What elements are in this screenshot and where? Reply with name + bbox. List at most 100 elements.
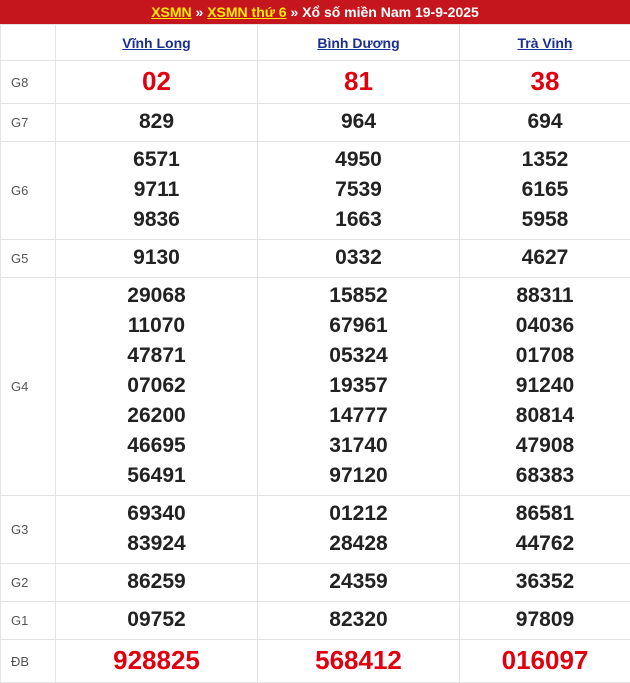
province-link[interactable]: Trà Vinh <box>518 35 573 51</box>
separator: » <box>196 4 204 20</box>
separator: » <box>290 4 298 20</box>
prize-label: G7 <box>1 104 56 142</box>
prize-cell: 97809 <box>460 602 630 640</box>
prize-cell: 928825 <box>56 640 258 683</box>
prize-number: 97809 <box>460 605 630 635</box>
prize-number: 694 <box>460 107 630 137</box>
prize-number: 02 <box>56 63 257 100</box>
prize-number: 81 <box>258 63 459 100</box>
prize-number: 67961 <box>258 311 459 341</box>
prize-number: 6165 <box>460 175 630 205</box>
prize-label: G5 <box>1 240 56 278</box>
prize-number: 9130 <box>56 243 257 273</box>
prize-cell: 81 <box>258 61 460 104</box>
prize-number: 4950 <box>258 145 459 175</box>
prize-number: 38 <box>460 63 630 100</box>
prize-cell: 694 <box>460 104 630 142</box>
prize-label: G8 <box>1 61 56 104</box>
prize-number: 26200 <box>56 401 257 431</box>
prize-label: ĐB <box>1 640 56 683</box>
prize-number: 568412 <box>258 642 459 679</box>
prize-cell: 09752 <box>56 602 258 640</box>
prize-number: 91240 <box>460 371 630 401</box>
nav-link[interactable]: XSMN <box>151 4 191 20</box>
prize-label: G6 <box>1 142 56 240</box>
prize-number: 964 <box>258 107 459 137</box>
prize-number: 928825 <box>56 642 257 679</box>
header-bar: XSMN » XSMN thứ 6 » Xổ số miền Nam 19-9-… <box>0 0 630 24</box>
prize-number: 56491 <box>56 461 257 491</box>
prize-number: 86259 <box>56 567 257 597</box>
nav-link[interactable]: XSMN thứ 6 <box>207 4 286 20</box>
prize-cell: 38 <box>460 61 630 104</box>
prize-cell: 829 <box>56 104 258 142</box>
prize-number: 86581 <box>460 499 630 529</box>
prize-number: 31740 <box>258 431 459 461</box>
prize-cell: 964 <box>258 104 460 142</box>
prize-cell: 36352 <box>460 564 630 602</box>
province-link[interactable]: Vĩnh Long <box>122 35 190 51</box>
province-header: Vĩnh Long <box>56 25 258 61</box>
prize-number: 44762 <box>460 529 630 559</box>
prize-number: 28428 <box>258 529 459 559</box>
prize-number: 11070 <box>56 311 257 341</box>
prize-number: 7539 <box>258 175 459 205</box>
prize-number: 47871 <box>56 341 257 371</box>
prize-cell: 24359 <box>258 564 460 602</box>
header-row: Vĩnh Long Bình Dương Trà Vinh <box>1 25 630 61</box>
prize-number: 69340 <box>56 499 257 529</box>
prize-number: 0332 <box>258 243 459 273</box>
prize-label: G1 <box>1 602 56 640</box>
prize-number: 5958 <box>460 205 630 235</box>
prize-number: 97120 <box>258 461 459 491</box>
prize-number: 9836 <box>56 205 257 235</box>
prize-cell: 016097 <box>460 640 630 683</box>
prize-label: G4 <box>1 278 56 496</box>
prize-label: G3 <box>1 496 56 564</box>
prize-number: 46695 <box>56 431 257 461</box>
prize-number: 05324 <box>258 341 459 371</box>
prize-number: 07062 <box>56 371 257 401</box>
prize-number: 80814 <box>460 401 630 431</box>
prize-number: 09752 <box>56 605 257 635</box>
province-header: Trà Vinh <box>460 25 630 61</box>
prize-number: 14777 <box>258 401 459 431</box>
page-title: Xổ số miền Nam 19-9-2025 <box>302 4 479 20</box>
province-header: Bình Dương <box>258 25 460 61</box>
prize-number: 83924 <box>56 529 257 559</box>
prize-number: 01708 <box>460 341 630 371</box>
prize-label: G2 <box>1 564 56 602</box>
prize-number: 24359 <box>258 567 459 597</box>
prize-number: 68383 <box>460 461 630 491</box>
prize-cell: 9130 <box>56 240 258 278</box>
page: {"header": {"links": ["XSMN", "XSMN thứ … <box>0 0 630 669</box>
prize-number: 1352 <box>460 145 630 175</box>
prize-number: 829 <box>56 107 257 137</box>
prize-number: 01212 <box>258 499 459 529</box>
prize-number: 19357 <box>258 371 459 401</box>
prize-number: 016097 <box>460 642 630 679</box>
province-link[interactable]: Bình Dương <box>317 35 399 51</box>
prize-number: 15852 <box>258 281 459 311</box>
prize-number: 36352 <box>460 567 630 597</box>
prize-number: 29068 <box>56 281 257 311</box>
prize-number: 04036 <box>460 311 630 341</box>
prize-number: 9711 <box>56 175 257 205</box>
prize-cell: 4627 <box>460 240 630 278</box>
prize-number: 82320 <box>258 605 459 635</box>
prize-cell: 86259 <box>56 564 258 602</box>
